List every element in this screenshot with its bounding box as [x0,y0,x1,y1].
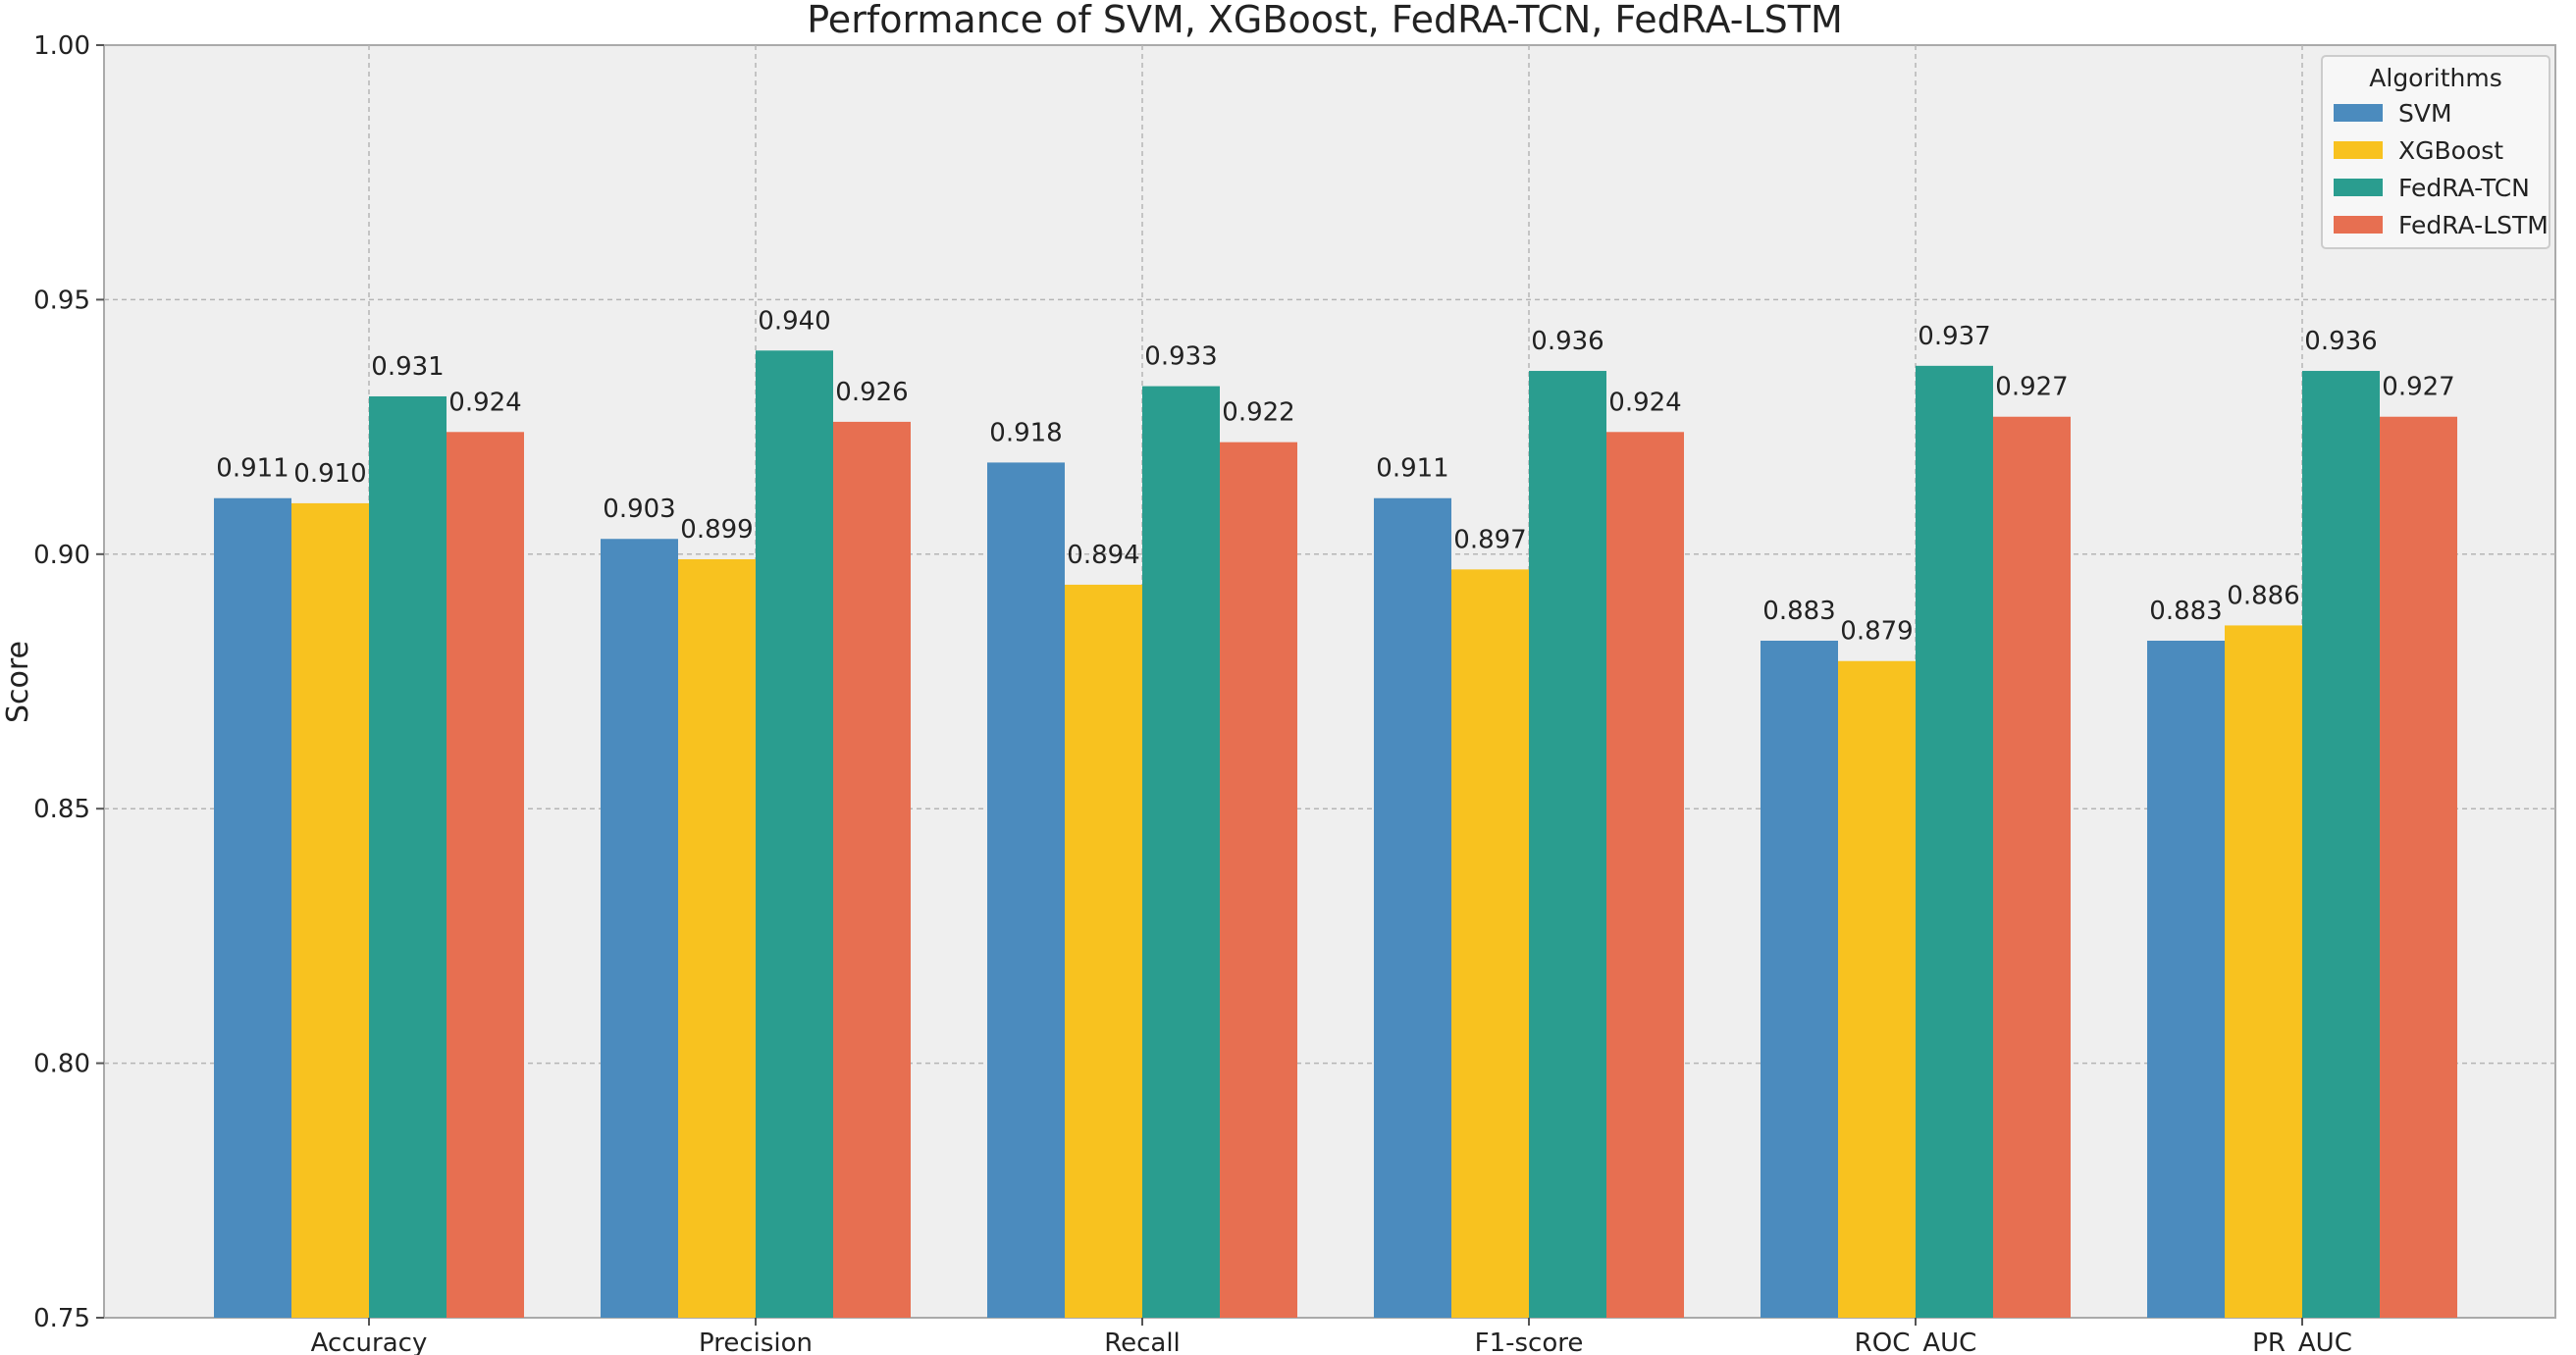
bar-fedra-tcn [2302,371,2380,1319]
bar-fedra-tcn [756,350,833,1318]
bar-fedra-lstm [1606,432,1684,1319]
bar-value-label: 0.924 [448,388,521,417]
bar-svm [987,462,1065,1318]
bar-labels: 0.911 0.903 0.918 0.911 0.883 0.883 0.910 0.899… [216,306,2454,646]
bar-value-label: 0.936 [2304,327,2377,356]
bar-value-label: 0.903 [603,495,675,524]
bar-fedra-lstm [1993,416,2071,1318]
bar-value-label: 0.897 [1453,525,1526,554]
bar-svm [2147,640,2225,1318]
legend-label: XGBoost [2398,136,2503,165]
bar-value-label: 0.937 [1918,322,1990,351]
legend-swatch [2334,179,2383,196]
legend-swatch [2334,104,2383,122]
y-tick-label: 0.90 [33,541,90,570]
legend-label: FedRA-LSTM [2398,211,2549,239]
bar-svm [214,497,291,1318]
bar-fedra-tcn [369,395,447,1318]
legend-label: SVM [2398,99,2452,128]
bar-value-label: 0.936 [1531,327,1603,356]
x-tick-label: F1-score [1475,1329,1584,1355]
bar-fedra-lstm [2380,416,2457,1318]
legend-swatch [2334,216,2383,234]
bar-value-label: 0.927 [1995,373,2068,402]
y-axis-label: Score [1,641,35,723]
bar-xgboost [678,558,756,1318]
legend-title: Algorithms [2369,64,2501,92]
y-axis-ticks: 0.75 0.80 0.85 0.90 0.95 1.00 [33,31,104,1333]
x-tick-label: Accuracy [311,1329,428,1355]
bar-svm [601,539,678,1318]
bar-value-label: 0.886 [2227,581,2299,610]
bar-value-label: 0.910 [293,459,366,489]
bar-fedra-tcn [1529,371,1606,1319]
bar-value-label: 0.883 [1762,597,1835,626]
bars [214,350,2457,1319]
y-tick-label: 0.80 [33,1050,90,1079]
legend-label: FedRA-TCN [2398,174,2530,202]
chart-title: Performance of SVM, XGBoost, FedRA-TCN, … [807,0,1842,41]
bar-xgboost [2225,625,2302,1318]
bar-value-label: 0.879 [1840,617,1913,647]
y-tick-label: 0.95 [33,286,90,315]
x-tick-label: PR_AUC [2252,1329,2352,1355]
bar-fedra-tcn [1142,386,1220,1318]
bar-svm [1374,497,1451,1318]
bar-xgboost [291,502,369,1318]
bar-value-label: 0.918 [989,418,1062,447]
bar-value-label: 0.922 [1222,398,1294,428]
legend: Algorithms SVM XGBoost FedRA-TCN FedRA-LSTM [2321,55,2550,249]
bar-value-label: 0.899 [680,515,753,545]
bar-xgboost [1451,569,1529,1318]
bar-xgboost [1838,660,1916,1318]
bar-value-label: 0.911 [216,454,289,484]
bar-value-label: 0.926 [835,378,908,407]
bar-svm [1761,640,1838,1318]
bar-value-label: 0.911 [1376,454,1448,484]
y-tick-label: 1.00 [33,31,90,61]
bar-fedra-lstm [1220,442,1297,1318]
y-tick-label: 0.75 [33,1304,90,1333]
legend-swatch [2334,141,2383,159]
bar-value-label: 0.933 [1144,342,1217,372]
bar-value-label: 0.894 [1067,541,1139,570]
bar-value-label: 0.927 [2382,373,2454,402]
x-tick-label: ROC_AUC [1855,1329,1977,1355]
x-axis-ticks: Accuracy Precision Recall F1-score ROC_AUC PR… [311,1318,2352,1355]
y-tick-label: 0.85 [33,795,90,824]
bar-fedra-tcn [1916,365,1993,1318]
bar-value-label: 0.940 [758,306,830,336]
x-tick-label: Recall [1104,1329,1181,1355]
bar-fedra-lstm [447,432,524,1319]
bar-fedra-lstm [833,421,911,1318]
bar-value-label: 0.931 [371,352,444,382]
bar-value-label: 0.924 [1608,388,1681,417]
bar-value-label: 0.883 [2149,597,2222,626]
bar-xgboost [1065,584,1142,1318]
x-tick-label: Precision [699,1329,813,1355]
legend-items: SVM XGBoost FedRA-TCN FedRA-LSTM [2334,99,2549,239]
